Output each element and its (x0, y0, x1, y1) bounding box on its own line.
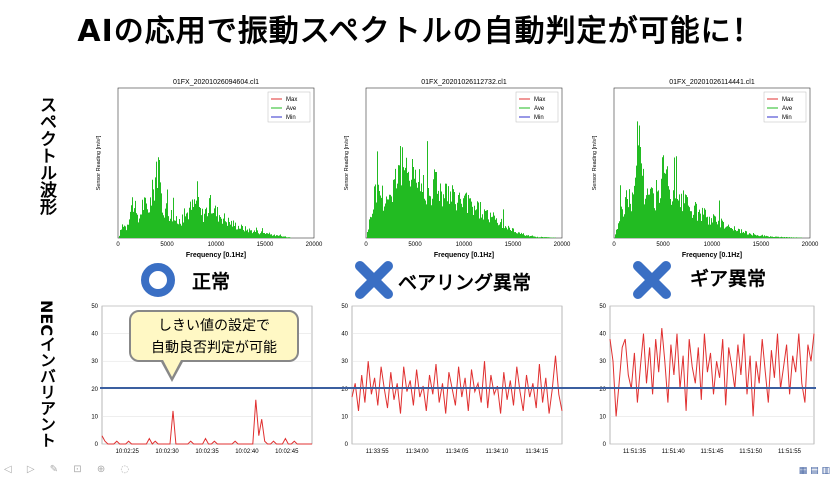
chart-title: 01FX_20201026112732.cl1 (421, 79, 507, 86)
cross-icon (355, 261, 393, 299)
y-tick-label: 40 (341, 332, 348, 338)
legend-entry: Max (782, 97, 793, 103)
x-tick-label: 15000 (753, 242, 770, 248)
x-tick-label: 11:34:15 (525, 449, 549, 455)
page-title: AIの応用で振動スペクトルの自動判定が可能に！ (77, 14, 763, 49)
y-tick-label: 40 (599, 332, 606, 338)
x-tick-label: 0 (116, 242, 120, 248)
y-axis-label: Sensor Reading [m/s²] (344, 135, 350, 190)
legend-entry: Ave (534, 106, 545, 112)
x-tick-label: 0 (612, 242, 616, 248)
x-tick-label: 0 (364, 242, 368, 248)
verdict-normal: 正常 (140, 262, 300, 298)
x-axis-label: Frequency [0.1Hz] (682, 252, 742, 259)
y-tick-label: 10 (341, 414, 348, 420)
legend-entry: Ave (286, 106, 297, 112)
y-tick-label: 20 (91, 387, 98, 393)
x-tick-label: 10:02:40 (235, 449, 259, 455)
threshold-callout: しきい値の設定で 自動良否判定が可能 (129, 310, 299, 362)
x-axis-label: Frequency [0.1Hz] (186, 252, 246, 259)
legend-entry: Max (286, 97, 297, 103)
x-tick-label: 11:51:35 (623, 449, 647, 455)
legend-entry: Min (782, 115, 792, 121)
verdict-label-normal: 正常 (192, 271, 231, 293)
legend-entry: Min (534, 115, 544, 121)
y-tick-label: 20 (341, 387, 348, 393)
x-tick-label: 11:51:40 (662, 449, 686, 455)
slide-toolbar-icons[interactable]: ◁ ▷ ✎ ⊡ ⊕ ◌ (4, 464, 136, 475)
x-tick-label: 5000 (656, 242, 670, 248)
verdict-bearing: ベアリング異常 (354, 260, 574, 300)
y-tick-label: 30 (91, 359, 98, 365)
y-tick-label: 20 (599, 387, 606, 393)
verdict-label-bearing: ベアリング異常 (398, 272, 532, 294)
x-tick-label: 11:33:55 (366, 449, 390, 455)
spectrum-chart-normal: 01FX_20201026094604.cl1 0 5000 10000 15000 20… (96, 79, 323, 259)
x-tick-label: 11:51:50 (739, 449, 763, 455)
x-tick-label: 20000 (306, 242, 323, 248)
x-tick-label: 10000 (208, 242, 225, 248)
y-axis-label: Sensor Reading [m/s²] (96, 135, 102, 190)
x-tick-label: 11:34:10 (485, 449, 509, 455)
x-tick-label: 20000 (554, 242, 571, 248)
x-tick-label: 15000 (505, 242, 522, 248)
verdict-label-gear: ギア異常 (690, 268, 767, 290)
x-tick-label: 11:34:05 (446, 449, 470, 455)
y-tick-label: 0 (345, 442, 349, 448)
plot-area (351, 305, 563, 445)
y-tick-label: 0 (95, 442, 99, 448)
legend-entry: Max (534, 97, 545, 103)
x-tick-label: 10000 (704, 242, 721, 248)
threshold-line (100, 387, 816, 389)
spectrum-chart-bearing: 01FX_20201026112732.cl1 0 5000 10000 15000 20… (344, 79, 571, 259)
legend-entry: Min (286, 115, 296, 121)
nec-series-line (101, 399, 312, 445)
nec-series-line (609, 328, 815, 417)
callout-line-2: 自動良否判定が可能 (151, 340, 277, 356)
y-tick-label: 10 (91, 414, 98, 420)
x-tick-label: 11:34:00 (406, 449, 430, 455)
x-tick-label: 15000 (257, 242, 274, 248)
verdict-gear: ギア異常 (632, 260, 812, 300)
x-tick-label: 11:51:55 (778, 449, 802, 455)
x-tick-label: 10:02:25 (116, 449, 140, 455)
circle-icon (141, 263, 175, 297)
y-tick-label: 40 (91, 332, 98, 338)
y-tick-label: 0 (603, 442, 607, 448)
row-label-spectrum: スペクトル波形 (36, 96, 56, 215)
x-tick-label: 10:02:45 (275, 449, 299, 455)
x-axis-label: Frequency [0.1Hz] (434, 252, 494, 259)
legend-entry: Ave (782, 106, 793, 112)
callout-line-1: しきい値の設定で (158, 318, 270, 334)
y-tick-label: 10 (599, 414, 606, 420)
chart-title: 01FX_20201026094604.cl1 (173, 79, 259, 86)
x-tick-label: 10000 (456, 242, 473, 248)
y-tick-label: 50 (599, 304, 606, 310)
nec-chart-bearing: 0 10 20 30 40 50 11:33:55 11:34:00 11:34:05 11:34… (341, 304, 563, 455)
cross-icon (633, 261, 671, 299)
y-tick-label: 30 (341, 359, 348, 365)
callout-tail-inner (162, 358, 182, 377)
x-tick-label: 10:02:30 (155, 449, 179, 455)
corner-view-icons[interactable]: ▦ ▤ ▥ (798, 466, 830, 476)
y-tick-label: 50 (341, 304, 348, 310)
y-tick-label: 50 (91, 304, 98, 310)
spectrum-chart-gear: 01FX_20201026114441.cl1 0 5000 10000 15000 20… (592, 79, 819, 259)
row-label-nec: NECインバリアント (37, 300, 56, 449)
nec-chart-gear: 0 10 20 30 40 50 11:51:35 11:51:40 11:51:45 11:51… (599, 304, 815, 455)
nec-series-line (351, 355, 563, 414)
y-tick-label: 30 (599, 359, 606, 365)
x-tick-label: 5000 (160, 242, 174, 248)
x-tick-label: 5000 (408, 242, 422, 248)
x-tick-label: 10:02:35 (195, 449, 219, 455)
chart-title: 01FX_20201026114441.cl1 (669, 79, 755, 86)
x-tick-label: 20000 (802, 242, 819, 248)
x-tick-label: 11:51:45 (701, 449, 725, 455)
y-axis-label: Sensor Reading [m/s²] (592, 135, 598, 190)
